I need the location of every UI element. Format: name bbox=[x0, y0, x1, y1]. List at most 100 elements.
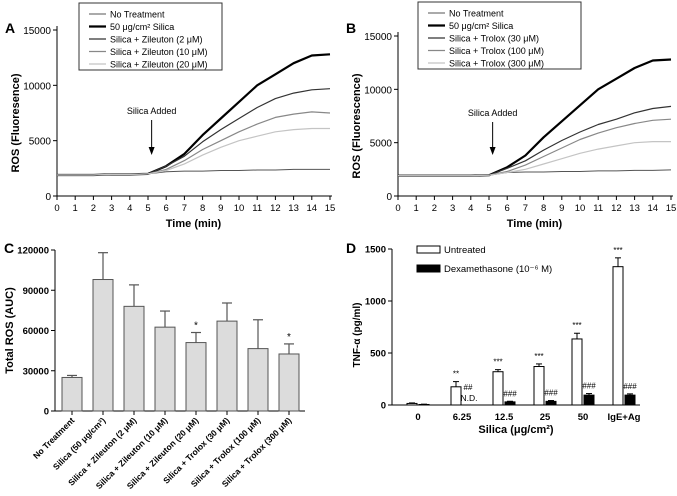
series-line-2 bbox=[398, 105, 672, 177]
y-tick-label: 1500 bbox=[365, 245, 386, 256]
y-tick-label: 0 bbox=[381, 401, 386, 412]
silica-added-annotation: Silica Added bbox=[468, 108, 518, 118]
x-tick-label: 10 bbox=[575, 203, 586, 214]
legend-label: Silica + Zileuton (10 μM) bbox=[110, 47, 207, 57]
legend-label: Silica + Zileuton (20 μM) bbox=[110, 60, 207, 70]
x-tick-label: 1 bbox=[73, 203, 78, 214]
panel-label: B bbox=[346, 20, 356, 36]
y-tick-label: 0 bbox=[45, 192, 51, 203]
significance-mark: * bbox=[194, 321, 198, 332]
significance-mark: ** bbox=[453, 370, 459, 379]
x-tick-label: 0 bbox=[415, 412, 420, 423]
y-axis-title: TNF-α (pg/ml) bbox=[352, 302, 363, 367]
x-tick-label: 0 bbox=[395, 203, 400, 214]
x-tick-label: 7 bbox=[182, 203, 187, 214]
panel-label: D bbox=[346, 240, 356, 256]
x-tick-label: 4 bbox=[127, 203, 132, 214]
bar bbox=[185, 342, 207, 412]
bar bbox=[61, 376, 83, 412]
y-axis-title: ROS (Fluoresence) bbox=[10, 73, 22, 172]
significance-mark: ### bbox=[623, 382, 637, 391]
x-axis-title: Silica (μg/cm²) bbox=[478, 424, 554, 436]
bar bbox=[216, 320, 238, 412]
arrow-down-icon bbox=[148, 147, 155, 155]
x-tick-label: 3 bbox=[109, 203, 114, 214]
legend-label: Silica + Trolox (100 μM) bbox=[449, 46, 544, 56]
significance-mark: ### bbox=[544, 389, 558, 398]
legend-label: Silica + Zileuton (2 μM) bbox=[110, 35, 202, 45]
legend-label: 50 μg/cm² Silica bbox=[449, 21, 513, 31]
bar-dexamethasone bbox=[624, 394, 636, 406]
legend-swatch bbox=[416, 245, 441, 254]
x-tick-label: 9 bbox=[218, 203, 223, 214]
y-tick-label: 60000 bbox=[23, 326, 49, 337]
x-tick-label: 6.25 bbox=[453, 412, 472, 423]
x-tick-label: Silica (50 μg/cm²) bbox=[51, 415, 108, 472]
significance-mark: ## bbox=[464, 383, 473, 392]
x-tick-label: 3 bbox=[450, 203, 455, 214]
y-tick-label: 120000 bbox=[17, 246, 49, 257]
x-tick-label: 9 bbox=[559, 203, 564, 214]
y-tick-label: 15000 bbox=[364, 32, 392, 43]
series-line-1 bbox=[398, 58, 672, 177]
x-tick-label: 7 bbox=[523, 203, 528, 214]
y-tick-label: 10000 bbox=[364, 85, 392, 96]
significance-mark: ### bbox=[582, 382, 596, 391]
x-axis-title: Time (min) bbox=[166, 218, 222, 230]
legend-label: 50 μg/cm² Silica bbox=[110, 22, 174, 32]
y-tick-label: 10000 bbox=[23, 81, 51, 92]
bar bbox=[247, 348, 269, 412]
x-tick-label: 10 bbox=[234, 203, 245, 214]
x-axis-title: Time (min) bbox=[507, 218, 563, 230]
x-tick-label: 50 bbox=[578, 412, 589, 423]
legend: No Treatment 50 μg/cm² Silica Silica + Zil… bbox=[78, 2, 223, 71]
bar-dexamethasone bbox=[583, 394, 595, 406]
bar-untreated bbox=[612, 266, 624, 406]
significance-mark: *** bbox=[572, 321, 581, 330]
x-tick-label: 11 bbox=[593, 203, 603, 214]
x-tick-label: 4 bbox=[468, 203, 473, 214]
x-tick-label: 14 bbox=[307, 203, 318, 214]
legend-label: Untreated bbox=[444, 245, 486, 256]
bar bbox=[154, 326, 176, 412]
x-tick-label: 14 bbox=[648, 203, 659, 214]
x-tick-label: 0 bbox=[54, 203, 59, 214]
x-tick-label: 12.5 bbox=[495, 412, 514, 423]
panel-label: A bbox=[5, 20, 15, 36]
y-tick-label: 90000 bbox=[23, 286, 49, 297]
y-tick-label: 5000 bbox=[29, 137, 52, 148]
arrow-down-icon bbox=[489, 147, 496, 155]
x-tick-label: IgE+Ag bbox=[608, 412, 641, 423]
y-tick-label: 1000 bbox=[365, 297, 386, 308]
x-tick-label: 5 bbox=[145, 203, 150, 214]
x-tick-label: 13 bbox=[288, 203, 299, 214]
y-axis-title: ROS (Fluorescence) bbox=[351, 73, 363, 178]
panel-label: C bbox=[4, 240, 14, 256]
x-tick-label: 6 bbox=[164, 203, 169, 214]
x-tick-label: 8 bbox=[541, 203, 546, 214]
x-tick-label: 15 bbox=[325, 203, 336, 214]
legend-label: Dexamethasone (10⁻⁶ M) bbox=[444, 264, 552, 275]
y-tick-label: 15000 bbox=[23, 26, 51, 37]
bar bbox=[92, 279, 114, 412]
significance-mark: *** bbox=[534, 352, 543, 361]
series-line-4 bbox=[398, 141, 671, 177]
legend-box bbox=[417, 1, 582, 70]
x-tick-label: 12 bbox=[270, 203, 281, 214]
legend-label: Silica + Trolox (300 μM) bbox=[449, 59, 544, 69]
x-tick-label: 13 bbox=[629, 203, 640, 214]
x-tick-label: 12 bbox=[611, 203, 622, 214]
not-detected-label: N.D. bbox=[461, 393, 478, 403]
x-tick-label: 25 bbox=[540, 412, 551, 423]
x-tick-label: 5 bbox=[486, 203, 491, 214]
bar bbox=[278, 353, 300, 412]
bar-untreated bbox=[450, 386, 462, 406]
bar bbox=[123, 305, 145, 412]
bar-dexamethasone bbox=[545, 400, 557, 406]
series-line-2 bbox=[57, 88, 331, 176]
